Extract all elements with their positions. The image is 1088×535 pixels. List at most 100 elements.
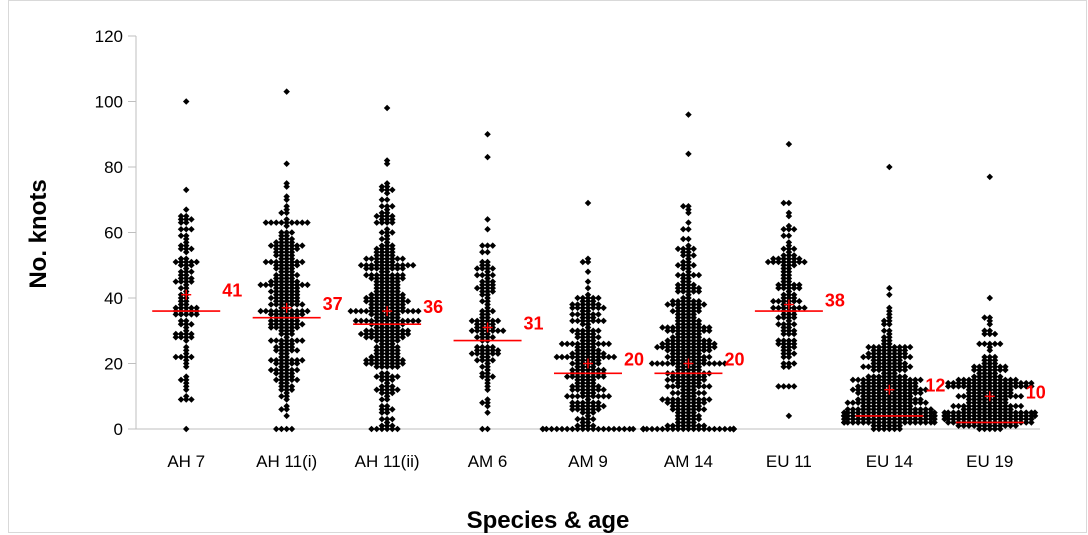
data-point (182, 258, 190, 266)
data-point (669, 356, 677, 364)
data-point (584, 409, 592, 416)
data-point (674, 396, 682, 403)
data-point (981, 409, 988, 416)
data-point (569, 301, 576, 308)
data-point (293, 291, 301, 298)
data-point (484, 396, 491, 403)
data-point (415, 307, 422, 315)
data-point (579, 360, 587, 367)
data-point (278, 317, 285, 325)
data-point (854, 383, 862, 390)
data-point (875, 402, 883, 410)
data-point (669, 337, 677, 344)
data-point (288, 258, 296, 266)
data-point (965, 409, 973, 416)
data-point (558, 425, 566, 433)
data-point (389, 304, 396, 312)
data-point (896, 396, 903, 403)
data-point (790, 360, 798, 367)
data-point (854, 415, 862, 423)
data-point (293, 242, 301, 249)
data-point (970, 376, 978, 384)
data-point (849, 399, 857, 407)
data-point (579, 314, 587, 321)
data-point (865, 353, 872, 361)
data-point (944, 379, 952, 387)
data-point (780, 258, 787, 266)
data-point (574, 415, 581, 423)
data-point (695, 379, 703, 387)
data-point (399, 265, 406, 272)
data-point (780, 327, 787, 335)
data-point (394, 288, 401, 295)
data-point (479, 278, 486, 285)
data-point (970, 415, 978, 423)
data-point (886, 284, 893, 292)
data-point (901, 389, 909, 397)
data-point (886, 409, 893, 416)
data-point (394, 294, 401, 302)
mean-label: 38 (825, 291, 845, 311)
data-point (278, 255, 285, 262)
data-point (409, 261, 417, 269)
data-point (494, 317, 502, 325)
data-point (875, 343, 883, 351)
data-point (917, 406, 924, 413)
data-point (404, 307, 412, 315)
data-point (896, 383, 903, 390)
data-point (669, 327, 677, 335)
data-point (927, 419, 935, 426)
data-point (389, 291, 396, 298)
data-point (664, 396, 671, 403)
data-point (865, 392, 872, 400)
data-point (986, 353, 994, 361)
data-point (373, 288, 380, 295)
data-point (579, 347, 587, 354)
data-point (886, 360, 893, 367)
data-point (394, 317, 401, 325)
data-point (589, 392, 597, 400)
data-point (685, 347, 692, 354)
data-point (293, 284, 301, 292)
data-point (1002, 412, 1009, 420)
data-point (922, 419, 929, 426)
data-point (299, 356, 306, 364)
data-point (363, 255, 370, 262)
data-point (283, 317, 290, 325)
data-point (790, 258, 798, 266)
data-point (669, 324, 677, 331)
data-point (780, 284, 787, 292)
data-point (378, 275, 386, 282)
data-point (679, 383, 687, 390)
data-point (589, 386, 597, 393)
data-point (579, 337, 587, 344)
data-point (574, 360, 581, 367)
data-point (484, 383, 491, 390)
data-point (182, 376, 190, 384)
data-point (283, 386, 290, 393)
data-point (674, 271, 682, 279)
data-point (901, 383, 909, 390)
data-point (368, 425, 375, 433)
data-point (182, 255, 190, 262)
data-point (955, 422, 962, 429)
data-point (685, 366, 692, 374)
data-point (785, 261, 793, 269)
data-point (278, 239, 285, 246)
data-point (579, 350, 587, 357)
data-point (484, 307, 491, 315)
data-point (383, 386, 391, 393)
data-point (700, 340, 708, 348)
data-point (394, 304, 401, 312)
data-point (996, 422, 1004, 429)
data-point (931, 415, 938, 423)
data-point (378, 370, 386, 377)
data-point (484, 242, 491, 249)
data-point (685, 343, 692, 351)
data-point (965, 402, 973, 410)
data-point (669, 425, 677, 433)
data-point (373, 386, 380, 393)
data-point (267, 288, 275, 295)
data-point (584, 353, 592, 361)
data-point (267, 317, 275, 325)
